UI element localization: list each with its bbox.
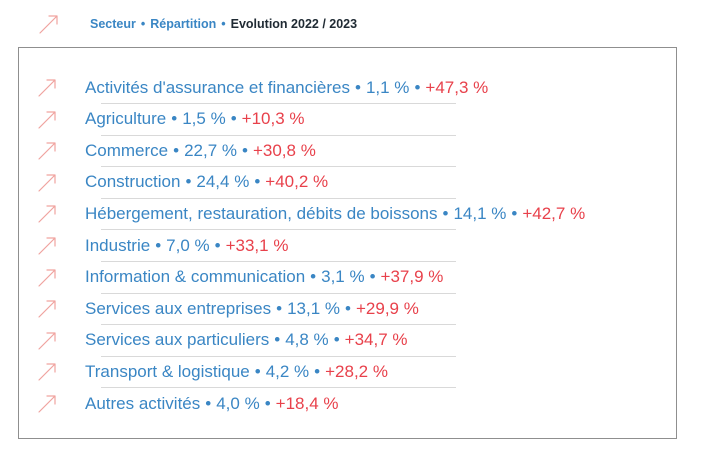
arrow-up-right-icon (38, 79, 56, 97)
separator: • (155, 235, 162, 255)
separator: • (254, 172, 261, 192)
list-item: Services aux particuliers • 4,8 % • +34,7 % (37, 325, 456, 357)
separator: • (369, 267, 376, 287)
sector-share: 13,1 % (287, 298, 341, 318)
list-item: Activités d'assurance et financières • 1,1… (37, 72, 489, 104)
sector-share: 1,1 % (365, 77, 410, 97)
separator: • (205, 393, 212, 413)
list-item: Commerce • 22,7 % • +30,8 % (37, 135, 456, 168)
arrow-up-right-icon (38, 205, 56, 223)
header-evolution-label: Evolution 2022 / 2023 (230, 17, 358, 31)
separator: • (414, 77, 421, 97)
separator: • (254, 361, 261, 381)
sector-list-card: Activités d'assurance et financières • 1,1… (18, 47, 677, 439)
sector-name: Industrie (85, 235, 151, 255)
row-divider (101, 355, 456, 357)
arrow-up-right-icon (39, 15, 58, 34)
sector-evolution: +28,2 % (325, 361, 388, 381)
arrow-up-right-icon (38, 363, 56, 381)
separator: • (355, 77, 361, 97)
list-item: Hébergement, restauration, débits de boi… (37, 198, 586, 231)
arrow-up-right-icon (38, 110, 56, 129)
sector-share: 7,0 % (166, 235, 210, 255)
sector-evolution: +30,8 % (252, 140, 316, 160)
separator: • (314, 361, 321, 381)
separator: • (333, 330, 340, 350)
sector-name: Commerce (85, 140, 169, 160)
sector-evolution: +34,7 % (344, 330, 408, 350)
row-divider (101, 229, 456, 231)
list-item: Industrie • 7,0 % • +33,1 % (37, 230, 456, 262)
header-separator: • (221, 17, 226, 31)
header-separator: • (140, 17, 146, 31)
sector-evolution: +29,9 % (355, 298, 419, 318)
list-item: Autres activités • 4,0 % • +18,4 % (37, 388, 339, 419)
separator: • (274, 330, 281, 350)
header-share-label: Répartition (150, 17, 217, 31)
arrow-up-right-icon (38, 268, 56, 287)
sector-share: 24,4 % (196, 172, 250, 192)
separator: • (171, 109, 178, 129)
sector-evolution: +10,3 % (241, 109, 305, 129)
header-sector-label: Secteur (90, 17, 136, 31)
row-divider (101, 324, 456, 326)
list-item: Information & communication • 3,1 % • +37,9 … (37, 262, 456, 294)
list-item: Agriculture • 1,5 % • +10,3 % (37, 104, 456, 136)
sector-evolution: +33,1 % (225, 235, 289, 255)
list-item: Services aux entreprises • 13,1 % • +29,9 % (37, 293, 456, 326)
separator: • (442, 203, 449, 223)
sector-name: Activités d'assurance et financières (85, 77, 350, 97)
arrow-up-right-icon (38, 142, 56, 160)
row-divider (101, 134, 456, 136)
sector-share: 4,0 % (216, 393, 260, 413)
sector-name: Construction (85, 172, 181, 192)
sector-name: Agriculture (85, 109, 167, 129)
sector-share: 3,1 % (321, 267, 365, 287)
sector-name: Information & communication (85, 267, 306, 287)
sector-evolution: +40,2 % (265, 172, 329, 192)
sector-share: 22,7 % (184, 140, 238, 160)
sector-evolution: +37,9 % (380, 267, 444, 287)
row-divider (101, 261, 456, 262)
sector-name: Autres activités (85, 393, 201, 413)
header: Secteur • Répartition • Evolution 2022 /… (38, 12, 357, 36)
sector-share: 4,2 % (265, 361, 310, 381)
sector-share: 14,1 % (453, 203, 507, 223)
separator: • (230, 109, 237, 129)
arrow-up-right-icon (38, 237, 56, 255)
row-divider (101, 166, 456, 168)
sector-evolution: +18,4 % (275, 393, 339, 413)
arrow-up-right-icon (38, 174, 56, 192)
list-item: Construction • 24,4 % • +40,2 % (37, 167, 456, 199)
separator: • (264, 393, 271, 413)
sector-evolution: +42,7 % (522, 203, 586, 223)
row-divider (101, 387, 456, 389)
separator: • (345, 298, 351, 318)
arrow-up-right-icon (38, 300, 56, 318)
sector-name: Transport & logistique (85, 361, 250, 381)
separator: • (242, 140, 248, 160)
sector-share: 4,8 % (285, 330, 329, 350)
sector-name: Services aux entreprises (85, 298, 272, 318)
sector-share: 1,5 % (182, 109, 226, 129)
sector-name: Services aux particuliers (85, 330, 270, 350)
separator: • (173, 140, 180, 160)
arrow-up-right-icon (38, 332, 56, 350)
row-divider (101, 292, 456, 294)
separator: • (185, 172, 192, 192)
list-item: Transport & logistique • 4,2 % • +28,2 % (37, 356, 456, 389)
separator: • (511, 203, 518, 223)
arrow-up-right-icon (38, 395, 56, 413)
row-divider (101, 197, 456, 199)
separator: • (310, 267, 317, 287)
separator: • (214, 235, 221, 255)
separator: • (276, 298, 283, 318)
sector-evolution: +47,3 % (425, 77, 489, 97)
sector-name: Hébergement, restauration, débits de boi… (85, 203, 438, 223)
row-divider (101, 103, 456, 104)
